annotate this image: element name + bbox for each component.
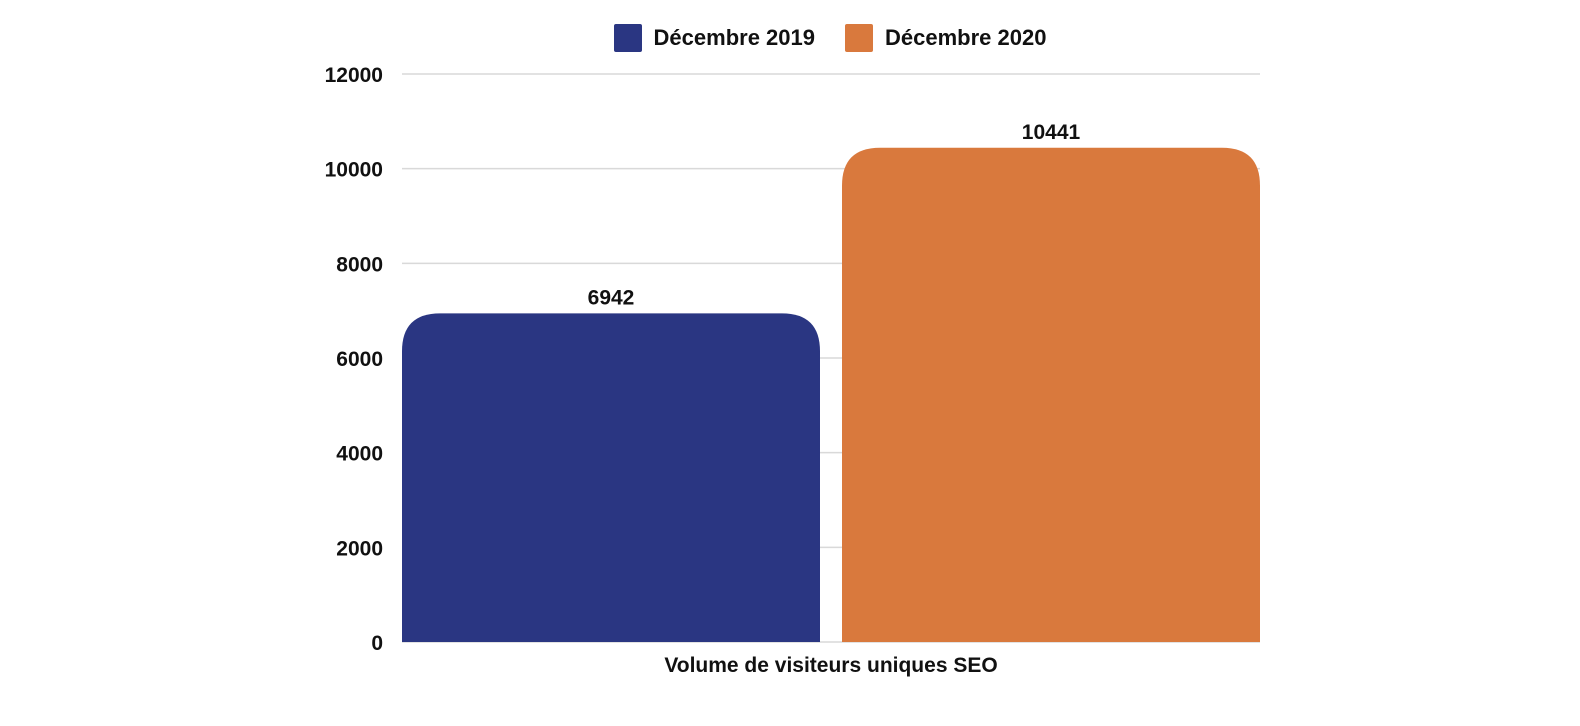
chart-legend: Décembre 2019 Décembre 2020 <box>0 24 1580 52</box>
y-tick-label: 10000 <box>325 159 383 182</box>
bars <box>402 147 1260 642</box>
y-tick-label: 6000 <box>336 348 383 371</box>
bar-decembre-2019 <box>402 313 820 642</box>
data-label-decembre-2020: 10441 <box>1022 121 1081 144</box>
data-labels: 6942 10441 <box>588 121 1081 310</box>
y-tick-label: 12000 <box>325 64 383 87</box>
y-tick-label: 4000 <box>336 443 383 466</box>
legend-item-decembre-2019: Décembre 2019 <box>613 24 815 52</box>
legend-swatch-decembre-2020 <box>845 24 873 52</box>
legend-label-decembre-2020: Décembre 2020 <box>885 25 1047 50</box>
data-label-decembre-2019: 6942 <box>588 286 635 309</box>
bar-decembre-2020 <box>842 147 1260 642</box>
legend-label-decembre-2019: Décembre 2019 <box>653 25 815 50</box>
legend-swatch-decembre-2019 <box>613 24 642 52</box>
y-tick-label: 0 <box>371 632 383 655</box>
y-tick-label: 8000 <box>336 253 383 276</box>
y-tick-label: 2000 <box>336 537 383 560</box>
legend-item-decembre-2020: Décembre 2020 <box>845 24 1046 52</box>
y-axis-ticks: 0 2000 4000 6000 8000 10000 12000 <box>325 64 383 655</box>
x-axis-label: Volume de visiteurs uniques SEO <box>664 654 997 677</box>
